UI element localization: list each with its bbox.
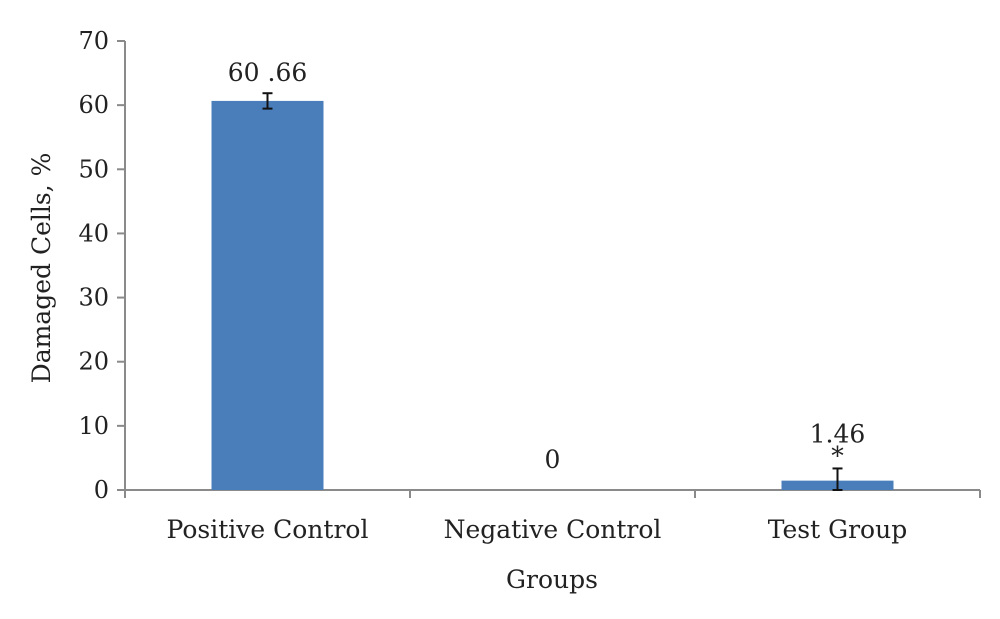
x-tick-label: Negative Control xyxy=(444,515,662,544)
x-axis-title: Groups xyxy=(506,565,598,594)
bars xyxy=(211,92,894,491)
y-tick-label: 10 xyxy=(78,412,109,440)
data-labels: 60 .66 0 *1.46 xyxy=(228,58,866,474)
y-axis: 0 10 20 30 40 50 60 70 xyxy=(78,27,126,504)
y-tick-label: 0 xyxy=(94,476,109,504)
x-tick-label: Positive Control xyxy=(167,515,369,544)
bar xyxy=(211,100,324,491)
data-label: 1.46 xyxy=(810,419,866,448)
data-label: 60 .66 xyxy=(228,58,308,87)
x-axis: Positive Control Negative Control Test Gro… xyxy=(124,489,981,544)
y-axis-title: Damaged Cells, % xyxy=(27,153,56,384)
y-tick-label: 30 xyxy=(78,284,109,312)
y-tick-label: 70 xyxy=(78,27,109,55)
significance-marker: * xyxy=(831,441,844,470)
x-tick-label: Test Group xyxy=(768,515,907,544)
y-tick-label: 20 xyxy=(78,348,109,376)
y-tick-label: 50 xyxy=(78,155,109,183)
y-tick-label: 60 xyxy=(78,91,109,119)
y-tick-label: 40 xyxy=(78,219,109,247)
data-label: 0 xyxy=(545,445,561,474)
